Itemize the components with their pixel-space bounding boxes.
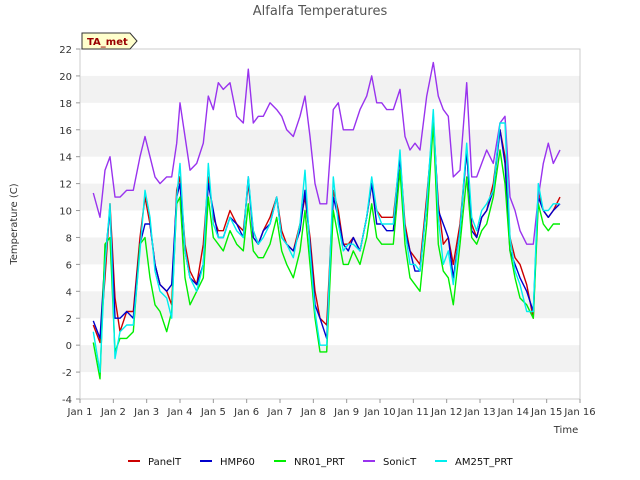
x-tick-label: Jan 5 — [200, 407, 226, 418]
annotation-badge: TA_met — [81, 32, 138, 50]
grid-band — [80, 345, 580, 373]
x-tick-label: Jan 3 — [133, 407, 159, 418]
legend-label: HMP60 — [220, 457, 255, 468]
x-tick-label: Jan 1 — [67, 407, 93, 418]
x-tick-label: Jan 11 — [397, 407, 429, 418]
x-axis-label: Time — [553, 425, 578, 436]
x-tick-label: Jan 12 — [430, 407, 462, 418]
y-tick-label: 20 — [59, 72, 72, 83]
y-tick-label: 4 — [66, 287, 72, 298]
grid-band — [80, 183, 580, 211]
legend-label: AM25T_PRT — [455, 457, 514, 468]
x-tick-label: Jan 7 — [267, 407, 293, 418]
y-tick-label: 2 — [66, 314, 72, 325]
legend: PanelT HMP60 NR01_PRT SonicT AM25T_PRT — [128, 457, 514, 468]
y-tick-label: 22 — [59, 45, 72, 56]
x-tick-label: Jan 14 — [497, 407, 529, 418]
annotation-text: TA_met — [87, 37, 128, 48]
plot-border — [79, 48, 581, 400]
series-line-sonict — [92, 61, 561, 245]
y-tick-label: 8 — [66, 233, 72, 244]
x-tick-label: Jan 13 — [463, 407, 495, 418]
y-axis-label: Temperature (C) — [9, 183, 20, 265]
x-axis-ticks: Jan 1 Jan 2 Jan 3 Jan 4 Jan 5 Jan 6 Jan 7 Jan 8… — [67, 399, 596, 418]
legend-label: NR01_PRT — [294, 457, 345, 468]
legend-label: SonicT — [383, 457, 417, 468]
y-tick-label: -4 — [62, 395, 72, 406]
y-tick-label: 6 — [66, 260, 72, 271]
series-lines — [92, 61, 561, 380]
y-tick-label: 14 — [59, 153, 72, 164]
x-tick-label: Jan 15 — [530, 407, 562, 418]
grid-band — [80, 75, 580, 103]
y-tick-label: 10 — [59, 207, 72, 218]
annotation-badge-shape — [81, 32, 138, 50]
x-tick-label: Jan 9 — [333, 407, 359, 418]
y-tick-label: 16 — [59, 126, 72, 137]
x-tick-label: Jan 2 — [100, 407, 126, 418]
y-tick-label: 0 — [66, 341, 72, 352]
y-tick-label: 18 — [59, 99, 72, 110]
x-tick-label: Jan 4 — [167, 407, 193, 418]
series-line-am25t-prt — [92, 108, 560, 373]
legend-label: PanelT — [148, 457, 182, 468]
x-tick-label: Jan 16 — [563, 407, 595, 418]
y-tick-label: -2 — [62, 368, 72, 379]
y-axis-ticks: -4 -2 0 2 4 6 8 10 12 14 16 18 20 22 — [59, 45, 80, 406]
x-tick-label: Jan 10 — [363, 407, 395, 418]
chart-title: Alfalfa Temperatures — [253, 4, 388, 19]
y-tick-label: 12 — [59, 180, 72, 191]
x-tick-label: Jan 8 — [300, 407, 326, 418]
x-tick-label: Jan 6 — [233, 407, 259, 418]
